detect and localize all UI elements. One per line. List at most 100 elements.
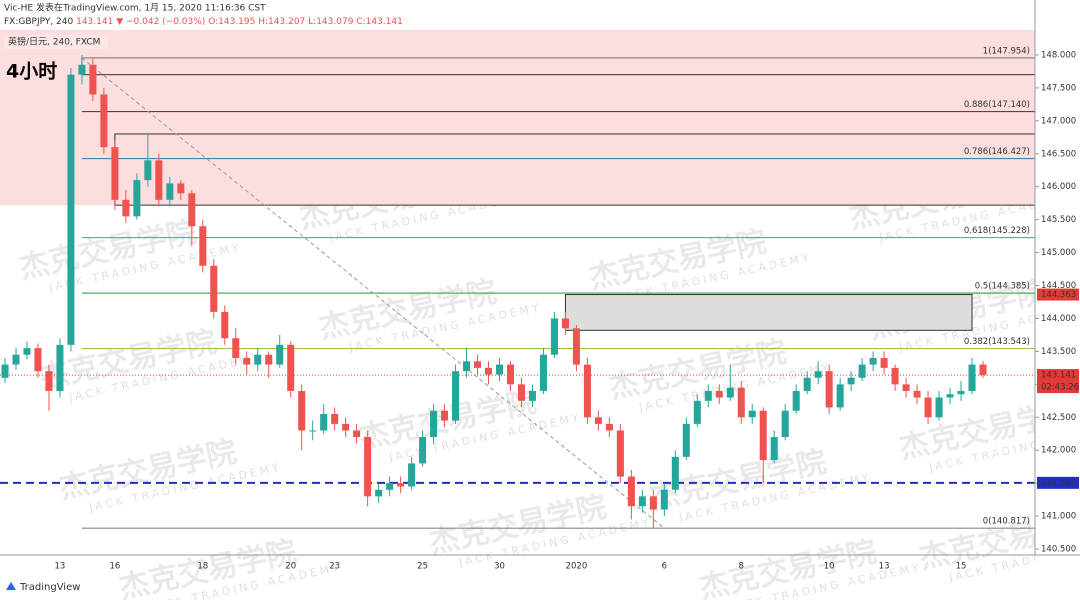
y-tick-label: 141.000 — [1041, 512, 1076, 522]
candle-body — [34, 348, 42, 372]
candle-body — [539, 354, 547, 391]
x-tick-label: 13 — [879, 562, 890, 572]
candle-body — [430, 410, 438, 438]
x-tick-label: 16 — [109, 562, 120, 572]
candle-body — [254, 354, 262, 365]
price-tag-bg — [1037, 288, 1079, 301]
x-tick-label: 15 — [956, 562, 967, 572]
y-tick-label: 140.500 — [1041, 545, 1076, 555]
y-tick-label: 147.000 — [1041, 116, 1076, 126]
candle-body — [177, 183, 185, 194]
candle-body — [100, 94, 108, 148]
candle-body — [561, 318, 569, 329]
fib-label: 0.886(147.140) — [964, 100, 1030, 110]
price-tag: 144.363 — [1041, 290, 1076, 300]
candle-body — [836, 384, 844, 408]
candle-body — [23, 348, 31, 355]
candle-body — [825, 371, 833, 408]
header-part: 143.141 — [76, 17, 113, 27]
price-tag-bg — [1037, 476, 1079, 489]
candle-body — [441, 410, 449, 421]
candle-body — [484, 367, 493, 375]
candle-body — [792, 390, 800, 411]
header-line1: Vic-HE 发表在TradingView.com, 1月 15, 2020 1… — [4, 2, 266, 14]
y-tick-label: 148.000 — [1041, 50, 1076, 60]
countdown: 02:43:26 — [1041, 383, 1079, 393]
x-tick-label: 2020 — [566, 562, 588, 572]
candle-body — [660, 489, 668, 510]
candle-body — [550, 318, 558, 355]
candle-body — [979, 364, 987, 376]
candle-body — [506, 364, 514, 385]
x-tick-label: 13 — [55, 562, 66, 572]
candle-body — [880, 357, 888, 368]
zone — [0, 30, 1035, 206]
candle-body — [298, 390, 306, 431]
candle-body — [67, 74, 75, 345]
y-tick-label: 145.500 — [1041, 215, 1076, 225]
y-tick-label: 146.500 — [1041, 149, 1076, 159]
zone — [564, 294, 973, 331]
y-tick-label: 145.000 — [1041, 248, 1076, 258]
candle-body — [353, 430, 361, 438]
candle-body — [814, 371, 822, 378]
candle-body — [616, 430, 624, 477]
y-tick-label: 144.500 — [1041, 281, 1076, 291]
candle-body — [946, 394, 954, 398]
candle-body — [309, 430, 317, 432]
candle-body — [924, 397, 932, 418]
candle-body — [737, 387, 745, 418]
y-tick-label: 147.500 — [1041, 83, 1076, 93]
header-part: H:143.207 — [258, 17, 305, 27]
candle-body — [56, 344, 64, 391]
plot-area: 1(147.954) 0.886(147.140) 0.786(146.427) 0.… — [0, 30, 1035, 529]
candle-body — [891, 367, 899, 385]
candle-body — [638, 496, 646, 507]
candle-body — [935, 397, 943, 418]
candle-body — [1, 364, 9, 378]
candle-body — [649, 496, 657, 510]
x-tick-label: 25 — [417, 562, 428, 572]
candle-body — [144, 160, 152, 181]
candle-body — [375, 489, 383, 497]
candle-body — [913, 390, 921, 398]
candle-body — [781, 410, 789, 438]
x-tick-label: 23 — [329, 562, 340, 572]
candle-body — [265, 354, 273, 365]
candle-body — [221, 311, 229, 339]
fib-label: 0(140.817) — [983, 517, 1030, 527]
y-tick-label: 142.500 — [1041, 413, 1076, 423]
timeframe: 4小时 — [6, 61, 57, 83]
countdown-bg — [1037, 381, 1079, 394]
fib-trend — [81, 57, 665, 529]
y-tick-label: 146.000 — [1041, 182, 1076, 192]
tv-logo — [6, 582, 16, 590]
candle-body — [452, 371, 460, 421]
fib-label: 1(147.954) — [983, 46, 1030, 56]
header-part: ▼ −0.042 (−0.03%) — [116, 17, 205, 27]
x-tick-label: 18 — [197, 562, 208, 572]
candle-body — [78, 64, 86, 75]
candle-body — [243, 357, 251, 365]
x-tick-label: 8 — [739, 562, 744, 572]
candle-body — [188, 193, 196, 227]
candle-body — [320, 414, 328, 431]
candle-body — [210, 265, 218, 312]
candle-body — [517, 384, 525, 401]
candle-body — [386, 483, 394, 490]
candle-body — [682, 423, 690, 457]
candle-body — [693, 400, 701, 424]
candle-body — [803, 377, 811, 391]
candle-body — [155, 160, 163, 200]
candle-body — [287, 344, 295, 391]
candle-body — [89, 64, 97, 95]
candle-body — [463, 361, 471, 372]
candle-body — [847, 377, 855, 385]
candle-body — [748, 410, 756, 418]
candle-body — [671, 456, 679, 490]
candle-body — [902, 384, 910, 391]
